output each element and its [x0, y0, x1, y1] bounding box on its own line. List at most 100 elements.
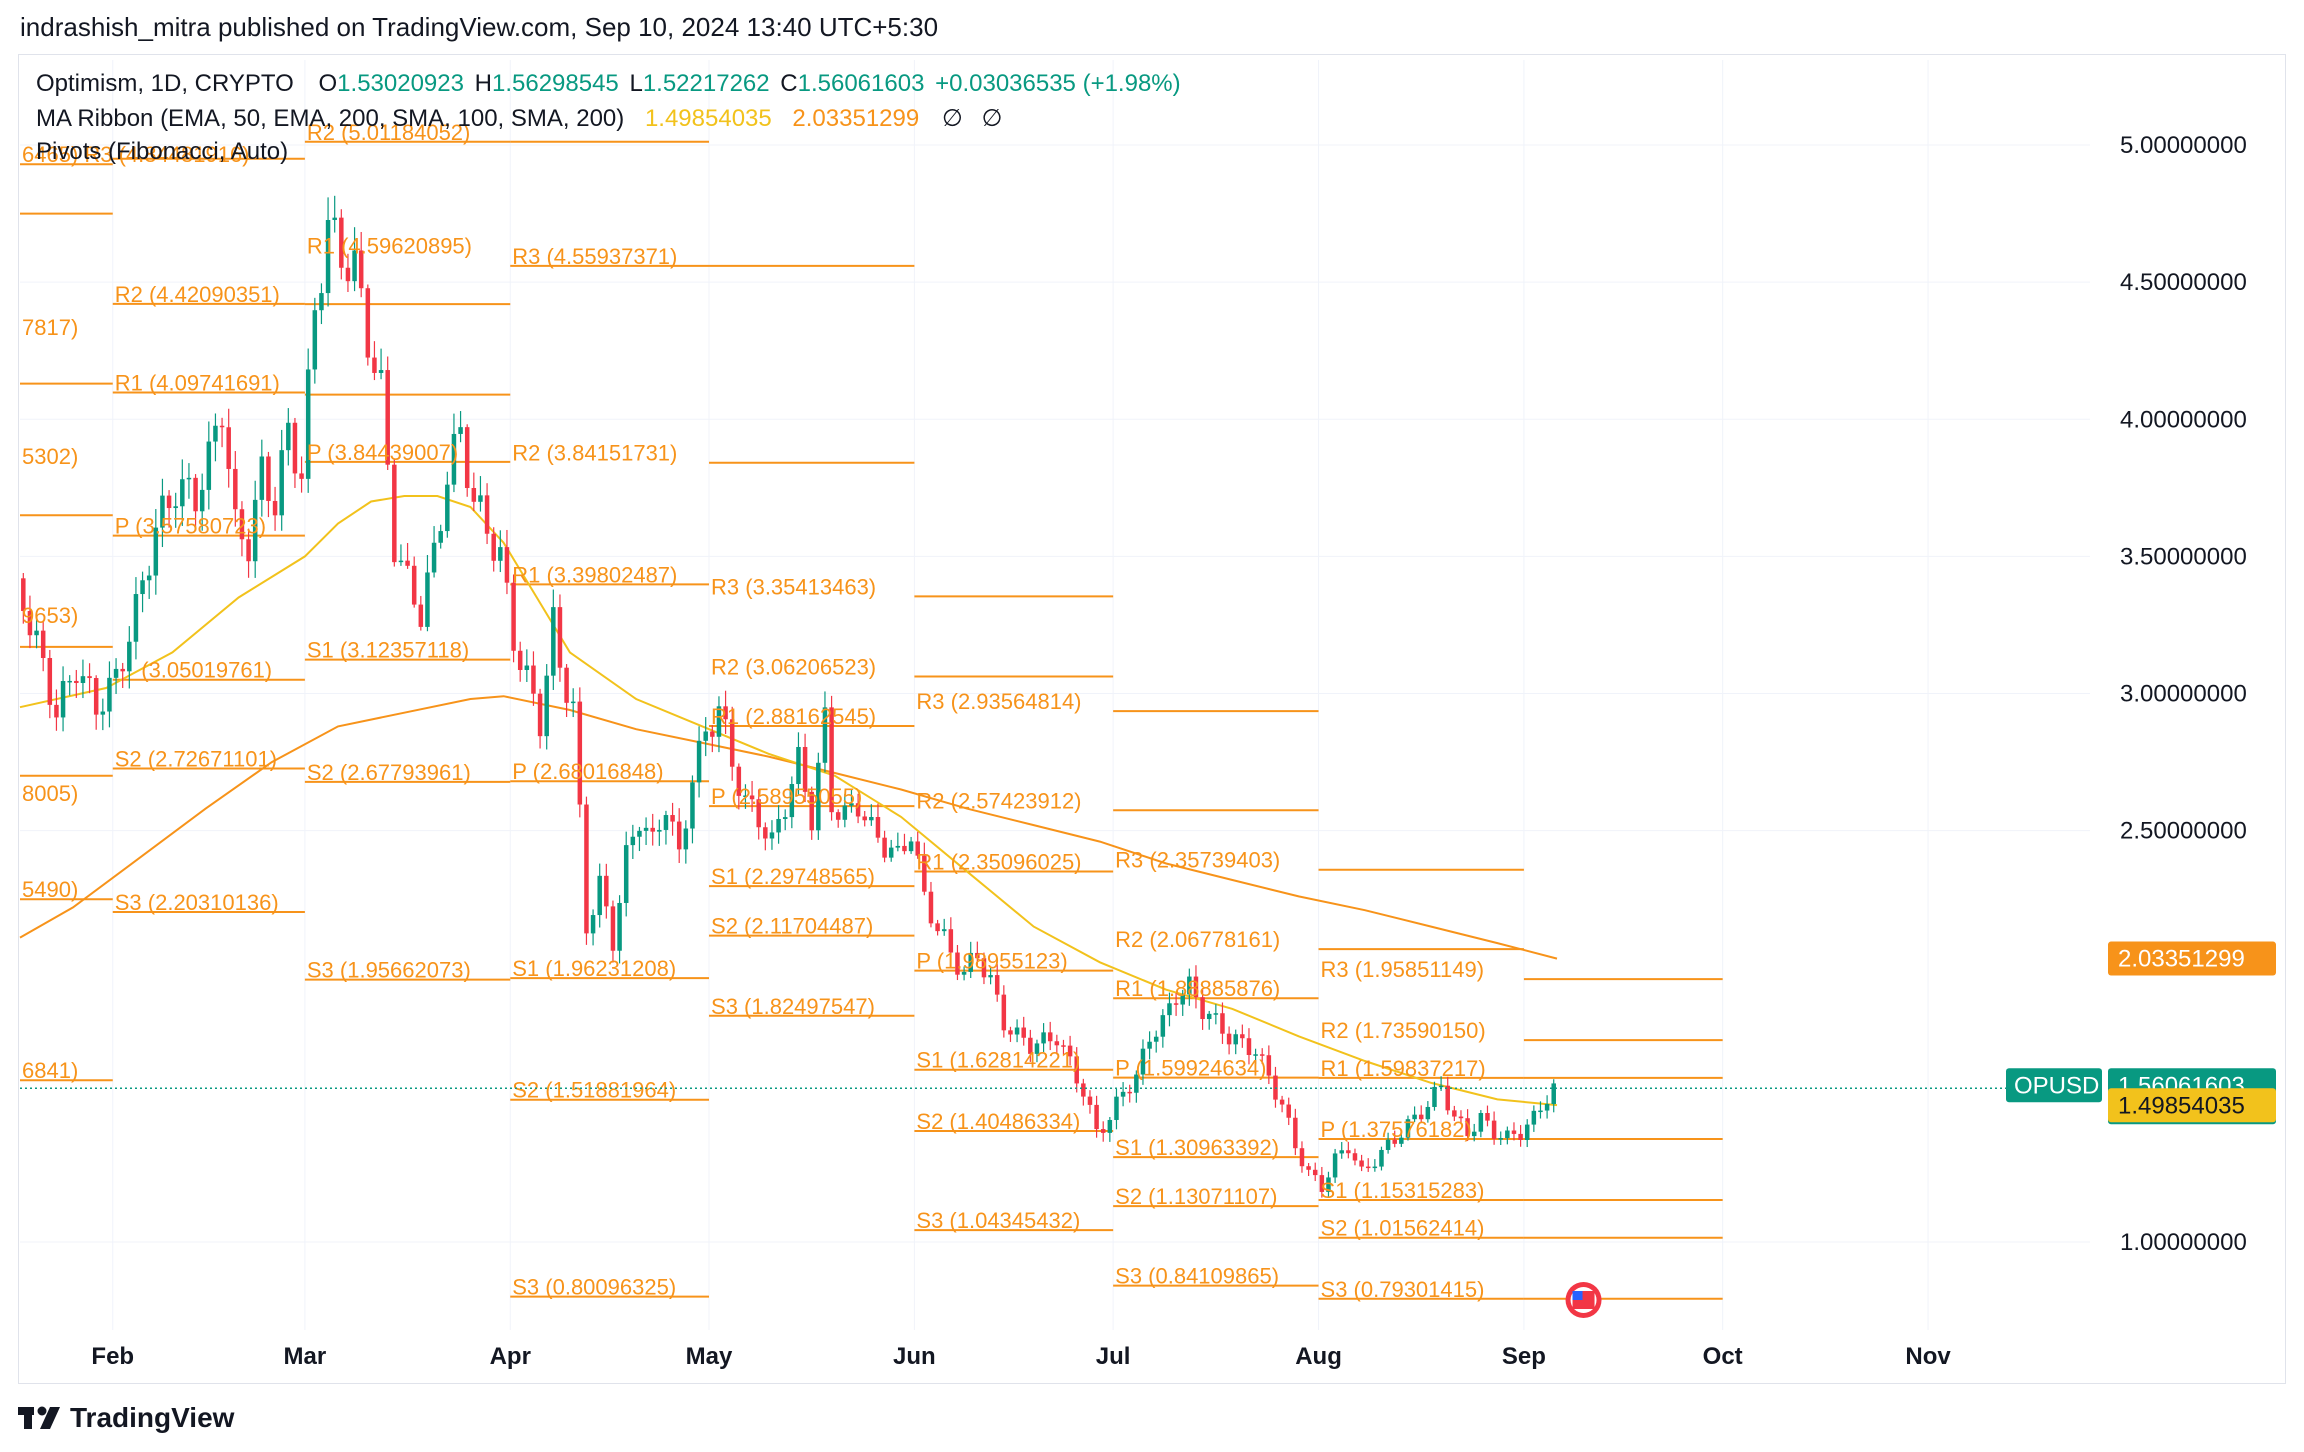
candle-body	[339, 217, 344, 268]
pivot-label: S2 (1.01562414)	[1321, 1216, 1485, 1241]
candle-body	[743, 795, 748, 797]
candle-body	[842, 805, 848, 820]
candle-body	[1021, 1027, 1026, 1038]
candle-body	[1087, 1096, 1093, 1105]
pivot-label: R2 (1.73590150)	[1321, 1018, 1486, 1043]
candle-body	[1346, 1150, 1351, 1154]
pivots-legend[interactable]: Pivots (Fibonacci, Auto)	[36, 138, 292, 166]
candle-body	[908, 841, 914, 852]
candles	[21, 195, 1556, 1198]
candle-body	[166, 495, 172, 509]
candle-body	[1299, 1148, 1305, 1167]
candle-body	[570, 701, 576, 704]
candle-body	[1445, 1085, 1450, 1111]
candle-body	[358, 250, 364, 289]
candle-body	[153, 527, 159, 576]
pivot-label: R3 (2.93564814)	[916, 689, 1081, 714]
candle-body	[670, 815, 675, 822]
candle-body	[729, 719, 735, 767]
grid-lines	[20, 60, 2090, 1330]
candle-body	[882, 837, 887, 858]
candle-body	[1233, 1034, 1238, 1045]
candle-body	[312, 310, 318, 370]
candle-body	[710, 731, 715, 737]
candle-body	[1359, 1160, 1364, 1167]
chart-pane[interactable]	[18, 54, 2286, 1384]
symbol-title[interactable]: Optimism, 1D, CRYPTO	[36, 70, 294, 97]
candle-body	[955, 952, 960, 975]
candle-body	[816, 762, 821, 831]
candle-body	[239, 509, 245, 540]
candle-body	[451, 433, 457, 485]
candle-body	[1491, 1120, 1497, 1139]
pivot-label: S3 (0.79301415)	[1321, 1277, 1485, 1302]
candle-body	[1365, 1166, 1371, 1169]
candle-body	[272, 500, 278, 516]
candle-body	[140, 580, 145, 595]
candle-body	[1200, 997, 1205, 1020]
candle-body	[888, 847, 894, 858]
candle-body	[458, 427, 463, 434]
candle-body	[915, 841, 920, 856]
candle-body	[471, 488, 477, 502]
pivot-label: P (3.57580723)	[115, 514, 266, 539]
candle-body	[975, 952, 980, 959]
pivot-lines	[20, 140, 1723, 1300]
pivot-label: 5302)	[22, 444, 78, 469]
candle-body	[1478, 1113, 1484, 1132]
candle-body	[1531, 1110, 1537, 1125]
candle-body	[34, 630, 39, 636]
candle-body	[1524, 1124, 1530, 1140]
tradingview-footer[interactable]: TradingView	[18, 1402, 234, 1434]
candle-body	[113, 668, 119, 678]
candle-body	[1074, 1056, 1079, 1084]
candle-body	[1054, 1041, 1060, 1046]
candle-body	[1001, 994, 1007, 1031]
candle-body	[981, 958, 987, 978]
candle-body	[491, 533, 496, 561]
candle-body	[87, 676, 92, 679]
published-by-line: indrashish_mitra published on TradingVie…	[20, 12, 939, 42]
high-label: H	[474, 70, 492, 97]
candle-body	[577, 701, 583, 805]
candle-body	[610, 906, 616, 951]
candle-body	[1094, 1104, 1099, 1130]
candle-body	[1306, 1166, 1311, 1170]
candle-body	[418, 604, 424, 627]
tradingview-logo-icon	[18, 1406, 60, 1429]
candle-body	[40, 630, 46, 659]
pivot-label: R2 (2.57423912)	[916, 788, 1081, 813]
candle-body	[1372, 1166, 1378, 1169]
candle-body	[392, 464, 397, 563]
candle-body	[1352, 1153, 1358, 1161]
time-axis-label: Aug	[1295, 1343, 1342, 1370]
pivot-label: S3 (1.04345432)	[916, 1208, 1080, 1233]
candle-body	[511, 582, 516, 651]
candle-body	[604, 875, 609, 907]
candle-body	[862, 816, 867, 821]
candle-body	[663, 815, 669, 830]
candle-body	[325, 220, 331, 294]
candle-body	[233, 468, 238, 510]
pivot-label: S1 (1.30963392)	[1115, 1135, 1279, 1160]
low-label: L	[629, 70, 643, 97]
candle-body	[1226, 1033, 1232, 1045]
candle-body	[835, 812, 841, 820]
candle-body	[305, 369, 311, 479]
pivot-label: S2 (1.40486334)	[916, 1109, 1080, 1134]
candle-body	[961, 971, 967, 975]
candle-body	[1399, 1137, 1404, 1144]
ma-ribbon-legend[interactable]: MA Ribbon (EMA, 50, EMA, 200, SMA, 100, …	[36, 104, 1006, 133]
ma-ribbon-title: MA Ribbon (EMA, 50, EMA, 200, SMA, 100, …	[36, 105, 625, 132]
ema-200-line	[19, 695, 1558, 960]
candle-body	[683, 828, 689, 850]
candle-body	[849, 803, 854, 806]
pivot-label: S2 (2.67793961)	[307, 760, 471, 785]
low-value: 1.52217262	[642, 70, 770, 97]
candle-body	[1418, 1114, 1424, 1120]
time-axis: Feb Mar Apr May Jun Jul Aug Sep Oct Nov	[91, 1343, 1951, 1370]
candle-body	[266, 456, 271, 501]
candle-body	[60, 681, 66, 718]
candle-body	[869, 817, 874, 821]
